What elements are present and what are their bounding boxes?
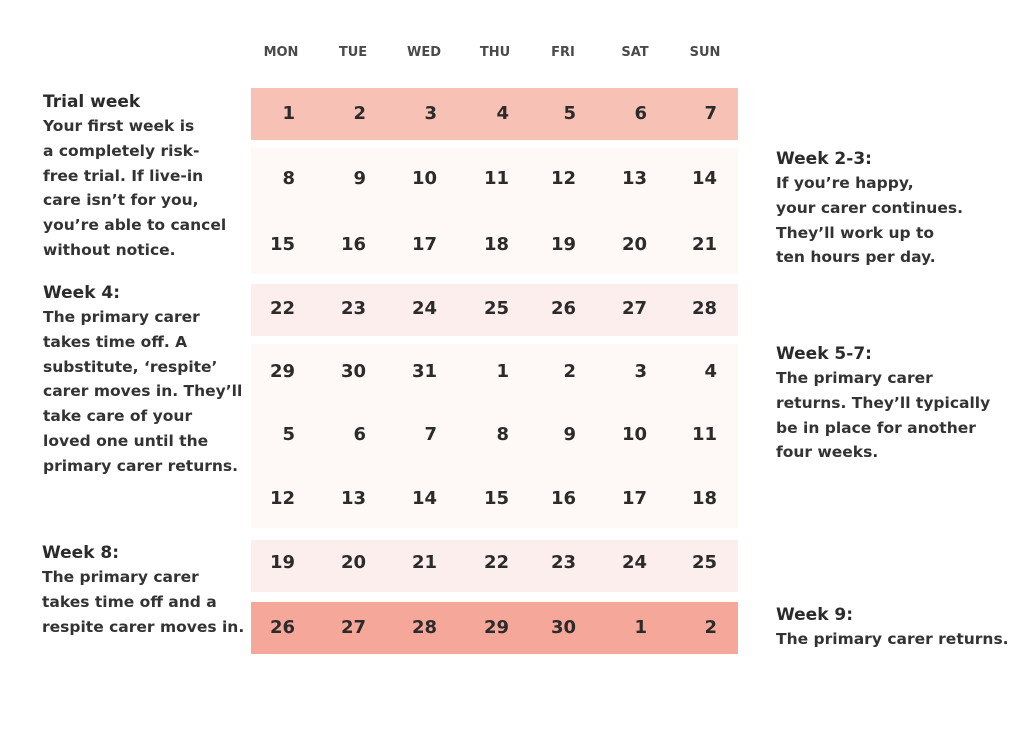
day-number: 2	[353, 103, 366, 124]
day-header-sat: SAT	[621, 45, 649, 60]
day-number: 10	[621, 424, 647, 445]
day-number: 11	[483, 168, 509, 189]
day-number: 14	[691, 168, 717, 189]
day-number: 15	[269, 234, 295, 255]
day-number: 20	[621, 234, 647, 255]
day-number: 28	[411, 617, 437, 638]
day-number: 19	[269, 552, 295, 573]
day-header-mon: MON	[263, 45, 299, 60]
day-number: 3	[424, 103, 437, 124]
day-number: 30	[550, 617, 576, 638]
day-number: 9	[563, 424, 576, 445]
day-number: 26	[550, 298, 576, 319]
day-number: 8	[496, 424, 509, 445]
day-number: 22	[483, 552, 509, 573]
day-number: 17	[411, 234, 437, 255]
note-week-4: Week 4: The primary carer takes time off…	[43, 281, 243, 479]
note-trial-week-title: Trial week	[43, 92, 141, 112]
day-header-thu: THU	[479, 45, 511, 60]
day-number: 21	[691, 234, 717, 255]
day-number: 11	[691, 424, 717, 445]
day-number: 23	[550, 552, 576, 573]
note-week-4-title: Week 4:	[43, 283, 121, 303]
day-number: 16	[340, 234, 366, 255]
day-number: 26	[269, 617, 295, 638]
day-number: 27	[621, 298, 647, 319]
note-week-5-7-title: Week 5-7:	[776, 344, 872, 364]
day-number: 5	[563, 103, 576, 124]
note-week-8: Week 8: The primary carer takes time off…	[42, 541, 247, 639]
note-week-8-body: The primary carer takes time off and a r…	[42, 568, 245, 636]
day-number: 29	[269, 361, 295, 382]
note-week-2-3-body: If you’re happy, your carer continues. T…	[776, 174, 963, 267]
note-week-5-7-body: The primary carer returns. They’ll typic…	[776, 369, 991, 462]
day-number: 30	[340, 361, 366, 382]
note-week-2-3-title: Week 2-3:	[776, 149, 872, 169]
day-number: 23	[340, 298, 366, 319]
note-week-9: Week 9: The primary carer returns.	[776, 603, 1016, 652]
day-number: 24	[621, 552, 647, 573]
band-week-9	[251, 602, 738, 654]
day-number: 25	[483, 298, 509, 319]
day-number: 27	[340, 617, 366, 638]
day-number: 21	[411, 552, 437, 573]
band-trial-week	[251, 88, 738, 140]
day-number: 15	[483, 488, 509, 509]
day-header-tue: TUE	[338, 45, 368, 60]
day-number: 4	[704, 361, 717, 382]
day-number: 1	[634, 617, 647, 638]
day-number: 13	[340, 488, 366, 509]
day-number: 17	[621, 488, 647, 509]
day-number: 20	[340, 552, 366, 573]
note-week-9-body: The primary carer returns.	[776, 630, 1009, 648]
day-number: 7	[424, 424, 437, 445]
day-number: 6	[353, 424, 366, 445]
band-week-4	[251, 284, 738, 336]
day-number: 9	[353, 168, 366, 189]
day-header-sun: SUN	[689, 45, 721, 60]
day-number: 4	[496, 103, 509, 124]
day-number: 6	[634, 103, 647, 124]
day-number: 19	[550, 234, 576, 255]
day-number: 16	[550, 488, 576, 509]
day-number: 14	[411, 488, 437, 509]
day-number: 13	[621, 168, 647, 189]
day-number: 18	[691, 488, 717, 509]
day-number: 7	[704, 103, 717, 124]
day-number: 12	[269, 488, 295, 509]
day-number: 2	[563, 361, 576, 382]
day-number: 28	[691, 298, 717, 319]
day-header-wed: WED	[406, 45, 441, 60]
band-week-8	[251, 540, 738, 592]
day-number: 31	[411, 361, 437, 382]
day-number: 25	[691, 552, 717, 573]
day-header-fri: FRI	[551, 45, 575, 60]
note-week-2-3: Week 2-3: If you’re happy, your carer co…	[776, 147, 1016, 270]
day-number: 1	[282, 103, 295, 124]
day-number: 5	[282, 424, 295, 445]
day-number: 2	[704, 617, 717, 638]
band-week-5-7	[251, 344, 738, 528]
note-week-4-body: The primary carer takes time off. A subs…	[43, 308, 243, 475]
band-week-2-3	[251, 148, 738, 274]
note-week-5-7: Week 5-7: The primary carer returns. The…	[776, 342, 1016, 465]
day-number: 22	[269, 298, 295, 319]
day-number: 3	[634, 361, 647, 382]
note-trial-week-body: Your first week is a completely risk- fr…	[43, 117, 227, 259]
day-number: 18	[483, 234, 509, 255]
day-number: 1	[496, 361, 509, 382]
day-number: 29	[483, 617, 509, 638]
day-number: 8	[282, 168, 295, 189]
note-week-9-title: Week 9:	[776, 605, 854, 625]
note-trial-week: Trial week Your first week is a complete…	[43, 90, 243, 263]
day-number: 10	[411, 168, 437, 189]
note-week-8-title: Week 8:	[42, 543, 120, 563]
day-number: 24	[411, 298, 437, 319]
day-number: 12	[550, 168, 576, 189]
